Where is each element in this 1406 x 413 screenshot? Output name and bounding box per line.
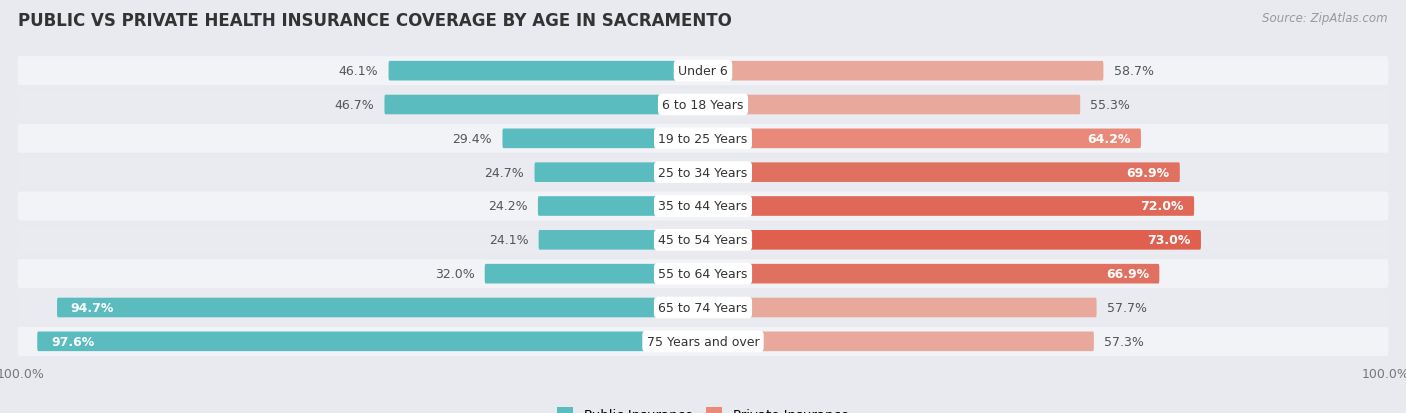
Text: 35 to 44 Years: 35 to 44 Years	[658, 200, 748, 213]
FancyBboxPatch shape	[17, 57, 1389, 86]
Text: 45 to 54 Years: 45 to 54 Years	[658, 234, 748, 247]
FancyBboxPatch shape	[703, 95, 1080, 115]
FancyBboxPatch shape	[703, 197, 1194, 216]
FancyBboxPatch shape	[703, 264, 1160, 284]
Text: 65 to 74 Years: 65 to 74 Years	[658, 301, 748, 314]
FancyBboxPatch shape	[703, 129, 1140, 149]
FancyBboxPatch shape	[502, 129, 703, 149]
FancyBboxPatch shape	[485, 264, 703, 284]
FancyBboxPatch shape	[703, 163, 1180, 183]
Text: 94.7%: 94.7%	[70, 301, 114, 314]
FancyBboxPatch shape	[17, 327, 1389, 356]
FancyBboxPatch shape	[17, 158, 1389, 187]
Text: 24.2%: 24.2%	[488, 200, 527, 213]
FancyBboxPatch shape	[58, 298, 703, 318]
FancyBboxPatch shape	[17, 192, 1389, 221]
Text: 6 to 18 Years: 6 to 18 Years	[662, 99, 744, 112]
FancyBboxPatch shape	[534, 163, 703, 183]
FancyBboxPatch shape	[17, 259, 1389, 289]
FancyBboxPatch shape	[703, 298, 1097, 318]
FancyBboxPatch shape	[17, 226, 1389, 255]
Text: 57.7%: 57.7%	[1107, 301, 1147, 314]
Text: 72.0%: 72.0%	[1140, 200, 1184, 213]
FancyBboxPatch shape	[538, 230, 703, 250]
Text: 24.1%: 24.1%	[489, 234, 529, 247]
FancyBboxPatch shape	[17, 91, 1389, 120]
Text: 25 to 34 Years: 25 to 34 Years	[658, 166, 748, 179]
FancyBboxPatch shape	[538, 197, 703, 216]
Text: 73.0%: 73.0%	[1147, 234, 1191, 247]
Text: 57.3%: 57.3%	[1104, 335, 1144, 348]
Text: 75 Years and over: 75 Years and over	[647, 335, 759, 348]
Text: 29.4%: 29.4%	[453, 133, 492, 145]
FancyBboxPatch shape	[17, 293, 1389, 322]
Text: 46.7%: 46.7%	[335, 99, 374, 112]
Text: 58.7%: 58.7%	[1114, 65, 1154, 78]
Text: 55 to 64 Years: 55 to 64 Years	[658, 268, 748, 280]
FancyBboxPatch shape	[703, 230, 1201, 250]
Text: PUBLIC VS PRIVATE HEALTH INSURANCE COVERAGE BY AGE IN SACRAMENTO: PUBLIC VS PRIVATE HEALTH INSURANCE COVER…	[18, 12, 733, 30]
FancyBboxPatch shape	[17, 124, 1389, 154]
Text: 97.6%: 97.6%	[51, 335, 94, 348]
FancyBboxPatch shape	[384, 95, 703, 115]
Text: 46.1%: 46.1%	[339, 65, 378, 78]
FancyBboxPatch shape	[37, 332, 703, 351]
Text: 32.0%: 32.0%	[434, 268, 474, 280]
Text: 19 to 25 Years: 19 to 25 Years	[658, 133, 748, 145]
Text: 64.2%: 64.2%	[1087, 133, 1130, 145]
Text: 66.9%: 66.9%	[1107, 268, 1149, 280]
Text: 55.3%: 55.3%	[1091, 99, 1130, 112]
Legend: Public Insurance, Private Insurance: Public Insurance, Private Insurance	[553, 402, 853, 413]
FancyBboxPatch shape	[703, 332, 1094, 351]
Text: Under 6: Under 6	[678, 65, 728, 78]
Text: 24.7%: 24.7%	[485, 166, 524, 179]
Text: Source: ZipAtlas.com: Source: ZipAtlas.com	[1263, 12, 1388, 25]
Text: 69.9%: 69.9%	[1126, 166, 1170, 179]
FancyBboxPatch shape	[703, 62, 1104, 81]
FancyBboxPatch shape	[388, 62, 703, 81]
